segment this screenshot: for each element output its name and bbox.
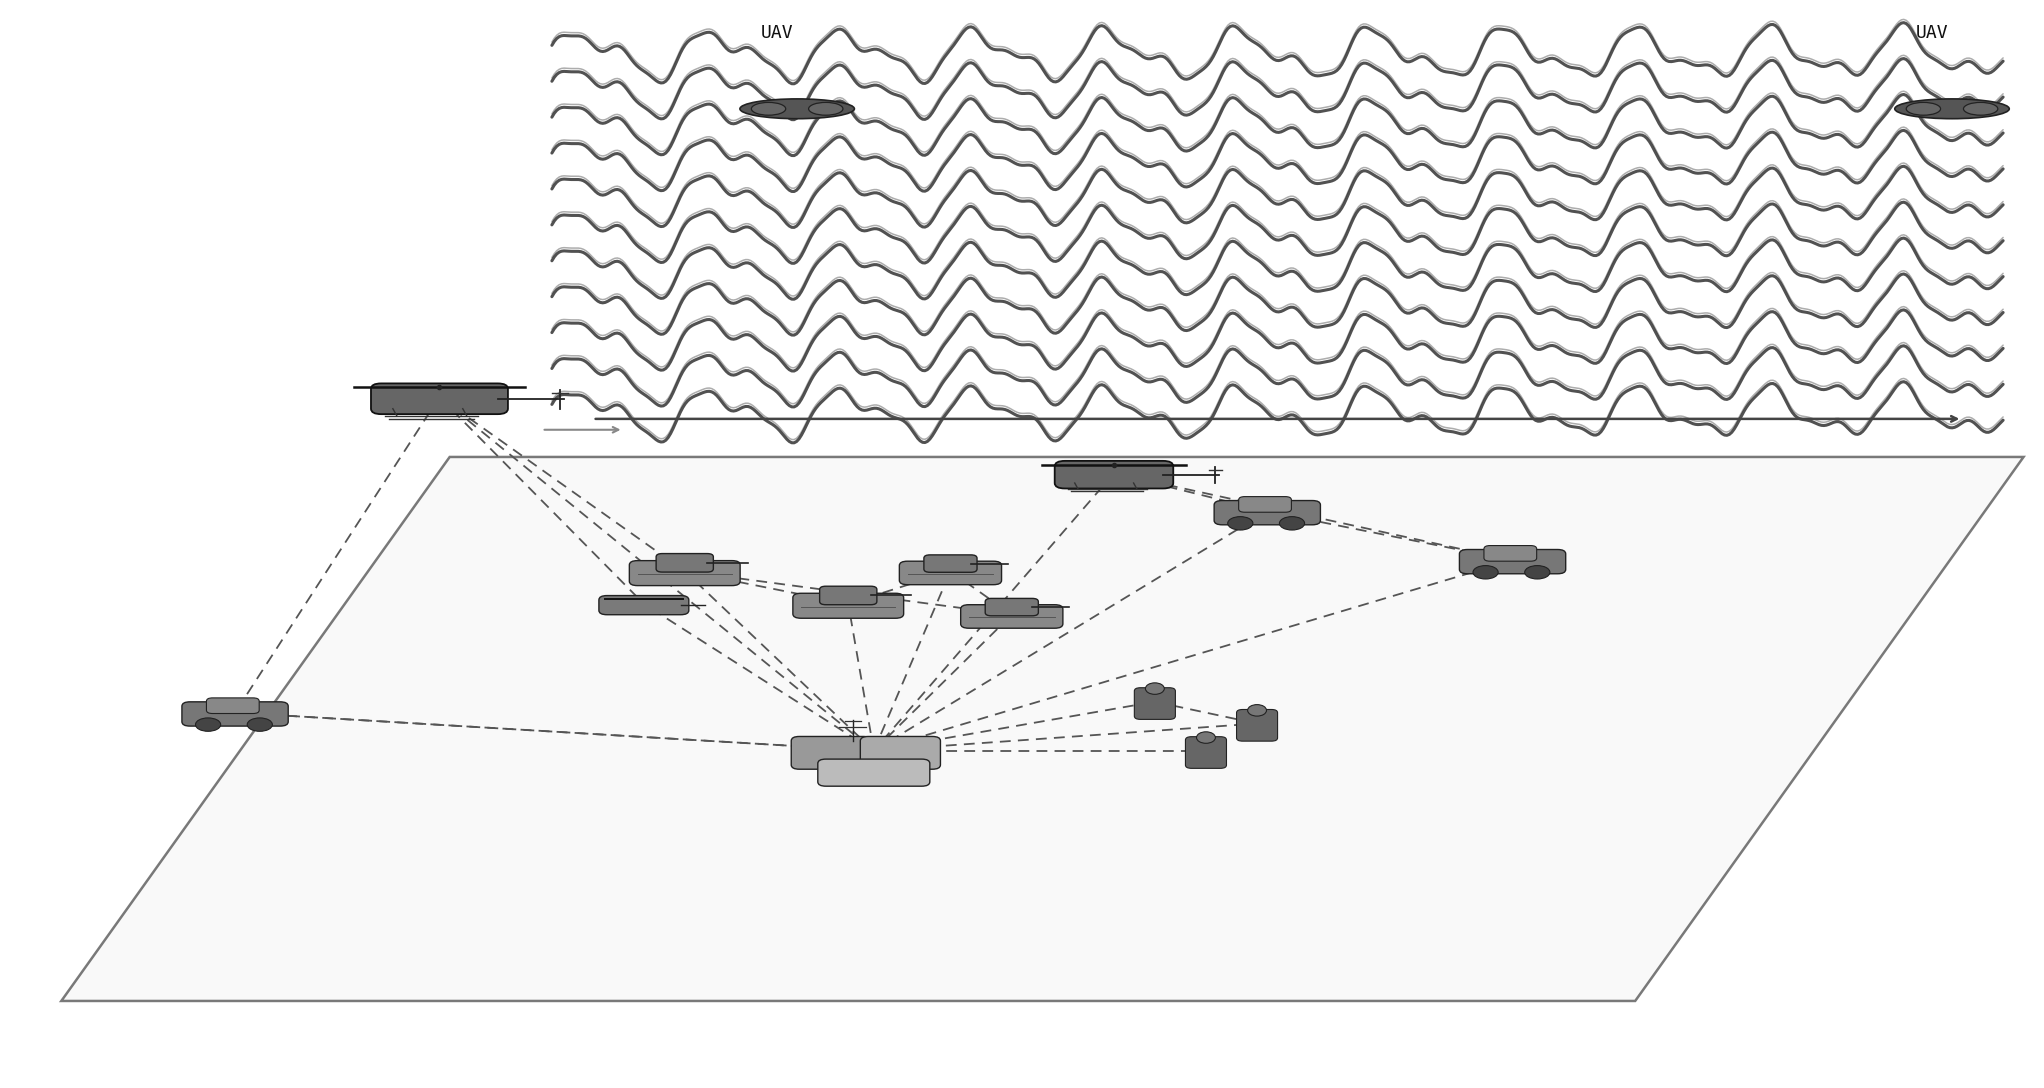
FancyBboxPatch shape bbox=[656, 554, 713, 572]
Circle shape bbox=[247, 718, 272, 731]
Ellipse shape bbox=[1895, 99, 2009, 119]
FancyBboxPatch shape bbox=[1214, 500, 1320, 524]
FancyBboxPatch shape bbox=[599, 595, 689, 615]
Circle shape bbox=[1474, 566, 1498, 579]
Circle shape bbox=[196, 718, 221, 731]
FancyBboxPatch shape bbox=[820, 586, 877, 605]
FancyBboxPatch shape bbox=[206, 697, 260, 714]
FancyBboxPatch shape bbox=[630, 560, 740, 585]
Ellipse shape bbox=[1145, 683, 1165, 694]
Ellipse shape bbox=[1196, 732, 1216, 743]
FancyBboxPatch shape bbox=[793, 593, 903, 618]
Ellipse shape bbox=[1247, 705, 1267, 716]
FancyBboxPatch shape bbox=[1186, 737, 1226, 768]
FancyBboxPatch shape bbox=[1484, 545, 1537, 561]
FancyBboxPatch shape bbox=[1239, 496, 1292, 512]
FancyBboxPatch shape bbox=[1055, 461, 1173, 489]
Text: UAV: UAV bbox=[760, 24, 793, 41]
Ellipse shape bbox=[1964, 102, 1997, 115]
FancyBboxPatch shape bbox=[961, 605, 1063, 628]
Polygon shape bbox=[61, 457, 2024, 1001]
Ellipse shape bbox=[740, 99, 854, 119]
Circle shape bbox=[1228, 517, 1253, 530]
FancyBboxPatch shape bbox=[1459, 549, 1566, 573]
FancyBboxPatch shape bbox=[1237, 709, 1278, 741]
FancyBboxPatch shape bbox=[372, 383, 507, 415]
FancyBboxPatch shape bbox=[985, 598, 1038, 616]
FancyBboxPatch shape bbox=[182, 702, 288, 726]
FancyBboxPatch shape bbox=[818, 759, 930, 787]
FancyBboxPatch shape bbox=[791, 737, 871, 769]
Circle shape bbox=[1280, 517, 1304, 530]
Ellipse shape bbox=[752, 102, 785, 115]
FancyBboxPatch shape bbox=[899, 561, 1002, 584]
FancyBboxPatch shape bbox=[1134, 688, 1175, 719]
FancyBboxPatch shape bbox=[924, 555, 977, 572]
Circle shape bbox=[1525, 566, 1549, 579]
Ellipse shape bbox=[809, 102, 842, 115]
FancyBboxPatch shape bbox=[861, 737, 940, 769]
Ellipse shape bbox=[1907, 102, 1940, 115]
Text: UAV: UAV bbox=[1915, 24, 1948, 41]
